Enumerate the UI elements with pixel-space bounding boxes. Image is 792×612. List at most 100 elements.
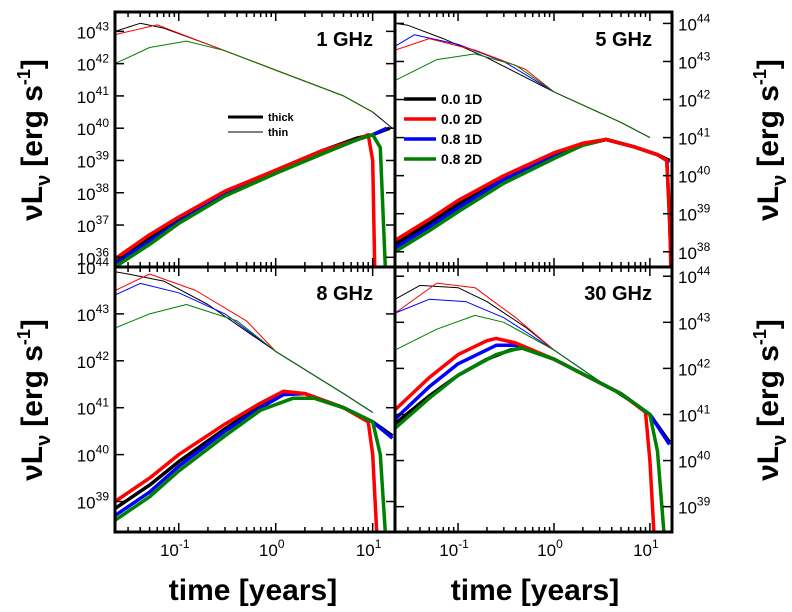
series-08-1D-thick (115, 126, 388, 266)
panel-label-30ghz: 30 GHz (584, 283, 652, 305)
svg-text:νLν[erg s-1]: νLν [erg s-1] (750, 59, 791, 221)
y-title-units-close: ] (16, 59, 49, 69)
series-00-2D-thick (115, 132, 377, 267)
series-08-1D-thick (395, 137, 671, 250)
series-08-2D-thick (395, 345, 666, 532)
panel-1ghz: 1036 1037 1038 1039 1040 1041 1042 1043 1 GHz (77, 10, 397, 269)
legend-model-0-label: 0.0 1D (441, 91, 482, 107)
traces-5ghz (395, 22, 672, 267)
y-axis-title-top-right: νLν [erg s-1] (750, 59, 791, 221)
series-00-2D-thick (115, 389, 379, 532)
series-00-2D-thick (395, 336, 656, 532)
y-title-units-exp: -1 (750, 329, 770, 345)
y-title-sub: ν (769, 435, 791, 446)
y-tick-label: 1036 (77, 245, 110, 268)
y-title-units: [erg s (752, 85, 785, 167)
traces-30ghz (395, 282, 671, 532)
y-title-main: νL (16, 446, 49, 481)
legend-model-1-label: 0.0 2D (441, 111, 482, 127)
y-tick-label: 1043 (678, 49, 711, 72)
y-tick-label: 1041 (678, 402, 711, 425)
y-title-units-exp: -1 (750, 69, 770, 85)
y-tick-label: 1044 (77, 255, 110, 278)
panel-label-8ghz: 8 GHz (316, 283, 373, 305)
series-08-2D-thin (115, 40, 373, 113)
x-tick-label: 10-1 (160, 537, 190, 560)
y-axis-title-bottom-left: νLν [erg s-1] (14, 319, 55, 481)
series-08-2D-thick (395, 137, 672, 267)
x-axis-title-left: time [years] (169, 574, 337, 607)
x-tick-label: 101 (356, 537, 382, 560)
y-title-units-exp: -1 (14, 329, 34, 345)
y-title-sub: ν (33, 435, 55, 446)
linestyle-legend: thick thin (228, 112, 295, 139)
y-title-units-close: ] (752, 59, 785, 69)
y-tick-label: 1039 (77, 148, 110, 171)
series-00-1D-thick (395, 137, 671, 246)
panel-8ghz: 1039 1040 1041 1042 1043 1044 10-1 100 101 8 GHz (77, 255, 397, 560)
y-tick-label: 1043 (77, 302, 110, 325)
series-08-2D-thin (115, 304, 373, 413)
svg-text:νLν[erg s-1]: νLν [erg s-1] (14, 59, 55, 221)
y-tick-label: 1038 (678, 240, 711, 263)
x-tick-label: 101 (633, 537, 659, 560)
y-tick-label: 1041 (77, 396, 110, 419)
legend-model-2-label: 0.8 1D (441, 131, 482, 147)
x-tick-label: 10-1 (439, 537, 469, 560)
y-tick-label: 1042 (77, 52, 110, 75)
traces-8ghz (115, 271, 394, 532)
y-axis-title-bottom-right: νLν [erg s-1] (750, 319, 791, 481)
y-tick-label: 1039 (77, 490, 110, 513)
panel-label-5ghz: 5 GHz (595, 29, 652, 51)
y-title-units-exp: -1 (14, 69, 34, 85)
x-axis-title-right: time [years] (451, 574, 619, 607)
y-tick-label: 1040 (678, 449, 711, 472)
y-tick-label: 1039 (678, 202, 711, 225)
svg-text:νLν[erg s-1]: νLν [erg s-1] (750, 319, 791, 481)
y-tick-label: 1044 (678, 264, 711, 287)
traces-1ghz (115, 22, 393, 267)
y-tick-label: 1041 (678, 126, 711, 149)
y-tick-label: 1044 (678, 11, 711, 34)
y-tick-label: 1042 (678, 356, 711, 379)
series-00-2D-thin (395, 38, 651, 139)
y-title-units: [erg s (16, 85, 49, 167)
y-tick-label: 1043 (77, 19, 110, 42)
x-tick-label: 100 (259, 537, 285, 560)
y-title-main: νL (752, 186, 785, 221)
y-tick-label: 1040 (77, 443, 110, 466)
y-tick-label: 1039 (678, 495, 711, 518)
series-08-2D-thin (395, 53, 651, 139)
y-tick-label: 1041 (77, 84, 110, 107)
series-08-2D-thick (115, 396, 388, 532)
axes-30ghz: 1039 1040 1041 1042 1043 1044 10-1 100 101 (393, 264, 711, 560)
series-08-2D-thin (395, 314, 651, 415)
series-08-2D-thick (115, 132, 388, 267)
legend-thick-label: thick (268, 112, 295, 124)
y-tick-label: 1042 (678, 88, 711, 111)
y-title-units: [erg s (752, 345, 785, 427)
y-title-sub: ν (769, 175, 791, 186)
panel-label-1ghz: 1 GHz (316, 29, 373, 51)
y-title-main: νL (752, 446, 785, 481)
y-tick-label: 1040 (678, 164, 711, 187)
y-title-units-close: ] (16, 319, 49, 329)
legend-thin-label: thin (268, 127, 288, 139)
series-00-2D-thick (395, 137, 672, 267)
y-title-main: νL (16, 186, 49, 221)
legend-model-3-label: 0.8 2D (441, 151, 482, 167)
y-title-units: [erg s (16, 345, 49, 427)
y-axis-title-top-left: νLν [erg s-1] (14, 59, 55, 221)
y-tick-label: 1037 (77, 213, 110, 236)
plot-frame (393, 265, 674, 534)
panel-30ghz: 1039 1040 1041 1042 1043 1044 10-1 100 101 30 GH… (393, 264, 711, 560)
y-tick-label: 1043 (678, 310, 711, 333)
y-tick-label: 1040 (77, 116, 110, 139)
svg-text:νLν[erg s-1]: νLν [erg s-1] (14, 319, 55, 481)
x-tick-label: 100 (537, 537, 563, 560)
y-tick-label: 1038 (77, 181, 110, 204)
model-legend: 0.0 1D 0.0 2D 0.8 1D 0.8 2D (404, 91, 482, 167)
y-tick-label: 1042 (77, 349, 110, 372)
y-title-sub: ν (33, 175, 55, 186)
